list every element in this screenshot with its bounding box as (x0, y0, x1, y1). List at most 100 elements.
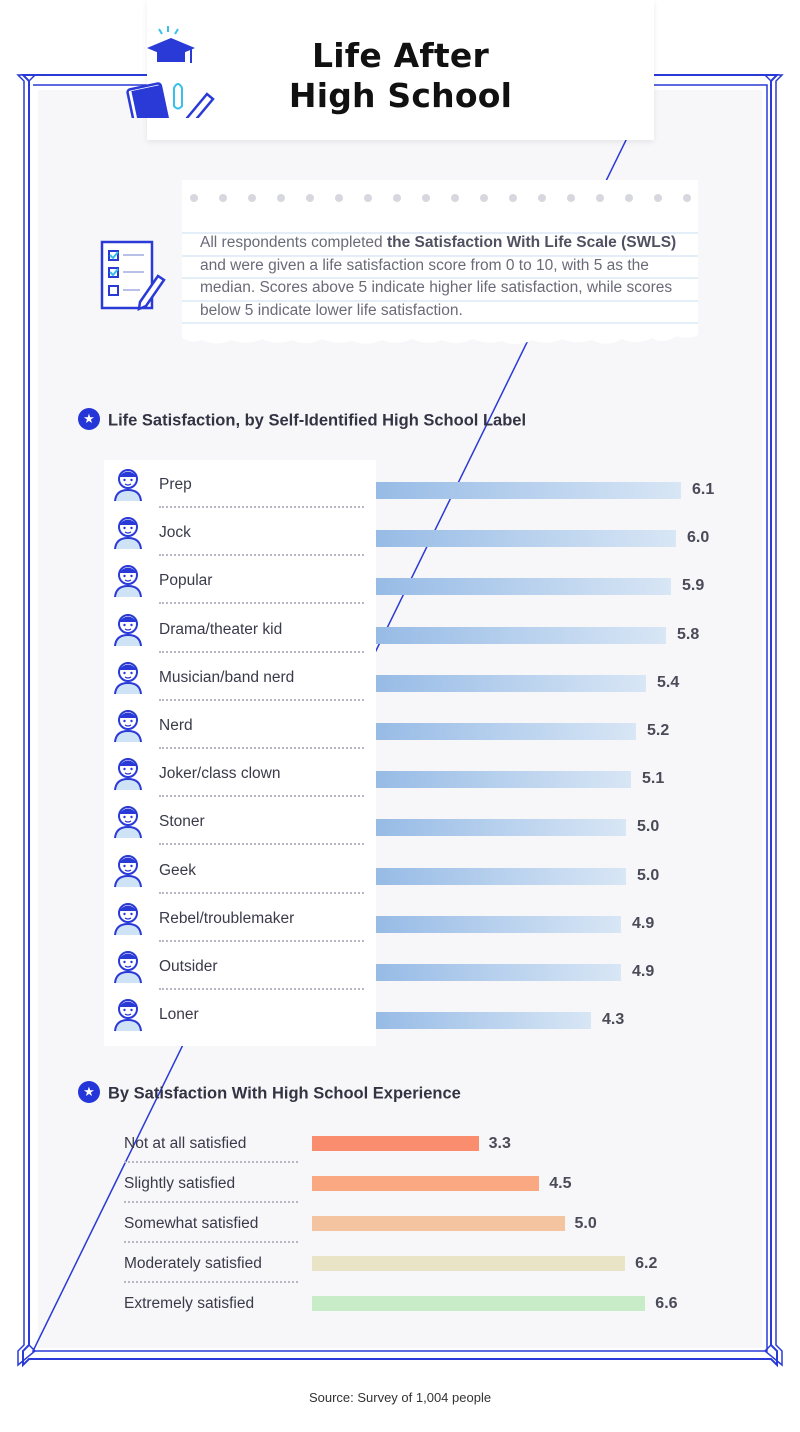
value-label: 4.5 (549, 1175, 572, 1192)
category-label: Musician/band nerd (159, 668, 295, 686)
dotted-divider (124, 1161, 298, 1163)
value-label: 3.3 (488, 1135, 511, 1152)
value-label: 5.0 (637, 866, 660, 884)
category-label: Extremely satisfied (124, 1295, 255, 1312)
value-label: 4.9 (632, 914, 655, 932)
stoner-avatar-icon (108, 799, 148, 839)
bar (312, 1256, 626, 1271)
chart1-row: Drama/theater kid (104, 605, 376, 653)
value-label: 5.8 (677, 625, 700, 643)
category-label: Nerd (159, 717, 193, 734)
category-label: Geek (159, 861, 197, 879)
dotted-divider (124, 1241, 298, 1243)
category-label: Moderately satisfied (124, 1255, 262, 1272)
category-label: Jock (159, 524, 191, 542)
value-label: 5.0 (637, 818, 660, 836)
chart1-row: Rebel/troublemaker (104, 894, 376, 942)
value-label: 6.1 (692, 481, 715, 498)
dotted-divider (159, 747, 364, 749)
bar (312, 1216, 565, 1231)
category-label: Outsider (159, 958, 218, 975)
bar (312, 1176, 540, 1191)
value-label: 5.2 (647, 722, 670, 739)
source-note: Source: Survey of 1,004 people (308, 1390, 492, 1405)
bar (376, 626, 666, 644)
dotted-divider (159, 650, 364, 653)
category-label: Drama/theater kid (159, 620, 283, 638)
chart1-row: Jock (104, 508, 376, 557)
bar (376, 771, 631, 789)
bar (376, 867, 626, 885)
chart1-row: Loner (104, 990, 376, 1038)
bar (376, 578, 671, 596)
musician-avatar-icon (108, 655, 148, 695)
section1-title: ★ Life Satisfaction, by Self-Identified H… (78, 408, 526, 432)
chart1-row: Geek (104, 846, 376, 894)
prep-avatar-icon (108, 462, 148, 502)
intro-text: All respondents completed the Satisfacti… (200, 234, 677, 319)
dotted-divider (124, 1281, 298, 1283)
bar (376, 482, 681, 499)
bar (312, 1136, 479, 1151)
dotted-divider (159, 506, 364, 508)
chart1-row: Stoner (104, 797, 376, 846)
value-label: 5.9 (682, 577, 705, 595)
bar (376, 1012, 591, 1030)
value-label: 4.9 (632, 963, 655, 980)
chart1-row: Joker/class clown (104, 749, 376, 798)
graduation-cap-icon (126, 26, 215, 118)
category-label: Slightly satisfied (124, 1175, 236, 1192)
page-title: Life After High School (288, 36, 513, 115)
bar (376, 674, 646, 692)
value-label: 5.0 (574, 1215, 597, 1232)
star-icon: ★ (78, 1081, 100, 1103)
popular-avatar-icon (108, 558, 148, 598)
nerd-avatar-icon (108, 703, 148, 743)
bar (376, 964, 621, 981)
rebel-avatar-icon (108, 896, 148, 936)
jock-avatar-icon (108, 510, 148, 550)
outsider-avatar-icon (108, 944, 148, 984)
dotted-divider (159, 988, 364, 990)
label-panel: Prep Jock Popular Drama/theater kid Musician… (104, 460, 376, 1046)
chart1-row: Nerd (104, 701, 376, 749)
geek-avatar-icon (108, 848, 148, 888)
value-label: 4.3 (602, 1011, 625, 1029)
category-label: Rebel/troublemaker (159, 909, 295, 927)
dotted-divider (159, 891, 364, 894)
dotted-divider (159, 795, 364, 798)
bar (376, 723, 636, 740)
checklist-icon (100, 240, 166, 312)
section2-title: ★ By Satisfaction With High School Experi… (78, 1081, 461, 1105)
joker-avatar-icon (108, 751, 148, 791)
star-icon: ★ (78, 408, 100, 430)
value-label: 6.2 (635, 1255, 658, 1272)
value-label: 5.4 (657, 673, 680, 691)
chart1-row: Popular (104, 556, 376, 605)
value-label: 5.1 (642, 770, 665, 788)
chart1-row: Outsider (104, 942, 376, 990)
loner-avatar-icon (108, 992, 148, 1032)
bar (376, 819, 626, 837)
dotted-divider (159, 698, 364, 701)
dotted-divider (159, 939, 364, 942)
dotted-divider (159, 602, 364, 605)
chart1-row: Musician/band nerd (104, 653, 376, 701)
category-label: Joker/class clown (159, 765, 281, 783)
category-label: Not at all satisfied (124, 1135, 247, 1152)
value-label: 6.0 (687, 529, 710, 547)
category-label: Prep (159, 476, 192, 493)
bar (376, 530, 676, 548)
value-label: 6.6 (655, 1295, 678, 1312)
torn-notepaper (182, 180, 698, 345)
bar (376, 915, 621, 933)
category-label: Popular (159, 572, 213, 590)
category-label: Stoner (159, 813, 205, 831)
chart1-row: Prep (104, 460, 376, 508)
dotted-divider (124, 1201, 298, 1203)
drama-avatar-icon (108, 607, 148, 647)
dotted-divider (159, 554, 364, 557)
dotted-divider (159, 843, 364, 846)
category-label: Somewhat satisfied (124, 1215, 259, 1232)
